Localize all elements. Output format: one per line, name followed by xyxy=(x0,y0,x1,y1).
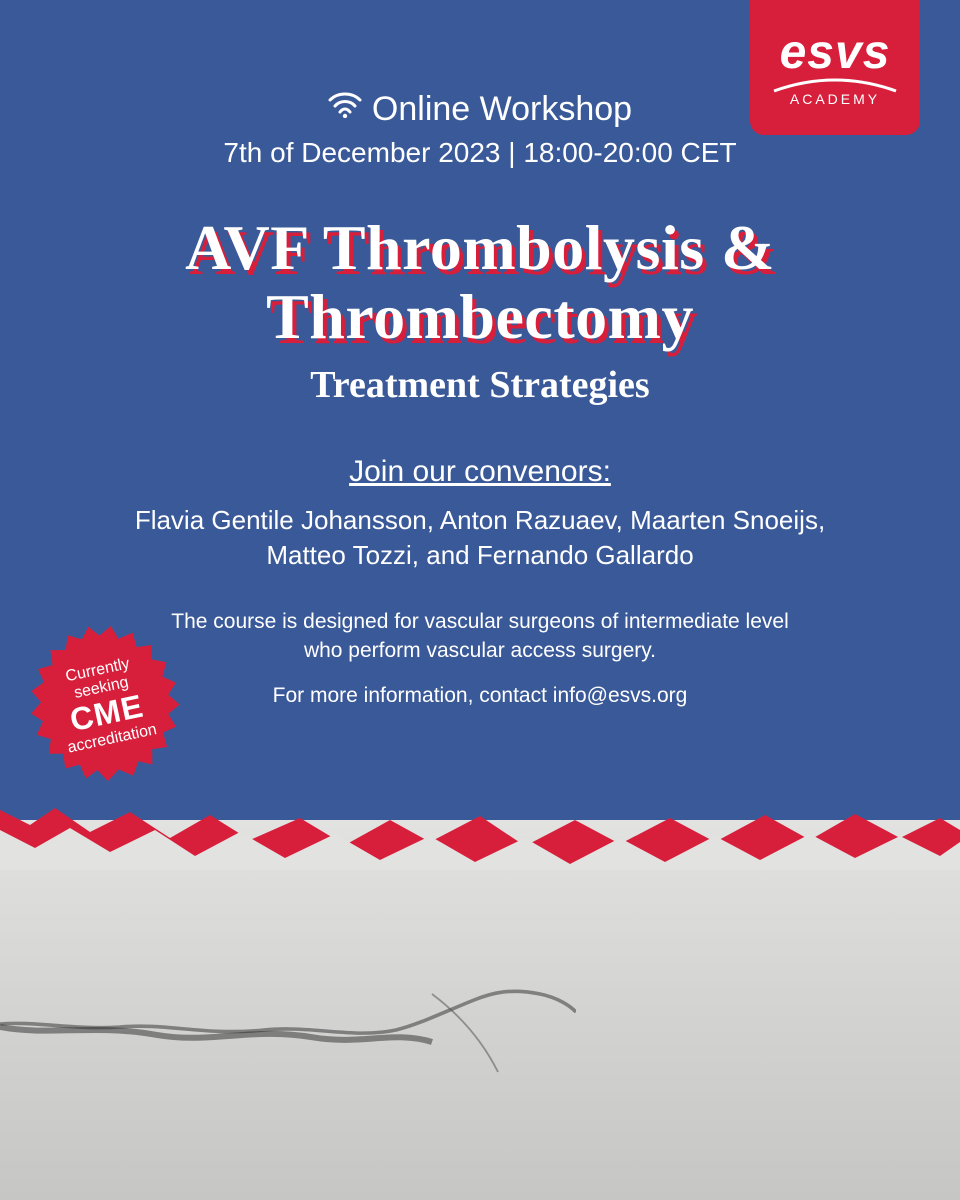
convenors-heading: Join our convenors: xyxy=(0,455,960,489)
title-line-1: AVF Thrombolysis & xyxy=(185,212,775,283)
cme-text: Currently seeking CME accreditation xyxy=(51,653,158,758)
logo-swoosh-icon xyxy=(772,75,898,95)
logo-brand: esvs xyxy=(780,29,891,77)
vessel-illustration xyxy=(0,970,576,1090)
convenors-names: Flavia Gentile Johansson, Anton Razuaev,… xyxy=(100,503,860,573)
subtitle: Treatment Strategies xyxy=(0,363,960,407)
workshop-label: Online Workshop xyxy=(372,90,632,128)
main-title: AVF Thrombolysis & Thrombectomy xyxy=(0,213,960,351)
logo-tab: esvs ACADEMY xyxy=(750,0,920,135)
date-line: 7th of December 2023 | 18:00-20:00 CET xyxy=(0,137,960,169)
torn-edge-divider xyxy=(0,790,960,870)
course-description: The course is designed for vascular surg… xyxy=(160,607,800,666)
wifi-icon xyxy=(328,88,362,127)
medical-image-background xyxy=(0,820,960,1200)
cme-badge: Currently seeking CME accreditation xyxy=(4,604,206,806)
title-line-2: Thrombectomy xyxy=(266,281,694,352)
